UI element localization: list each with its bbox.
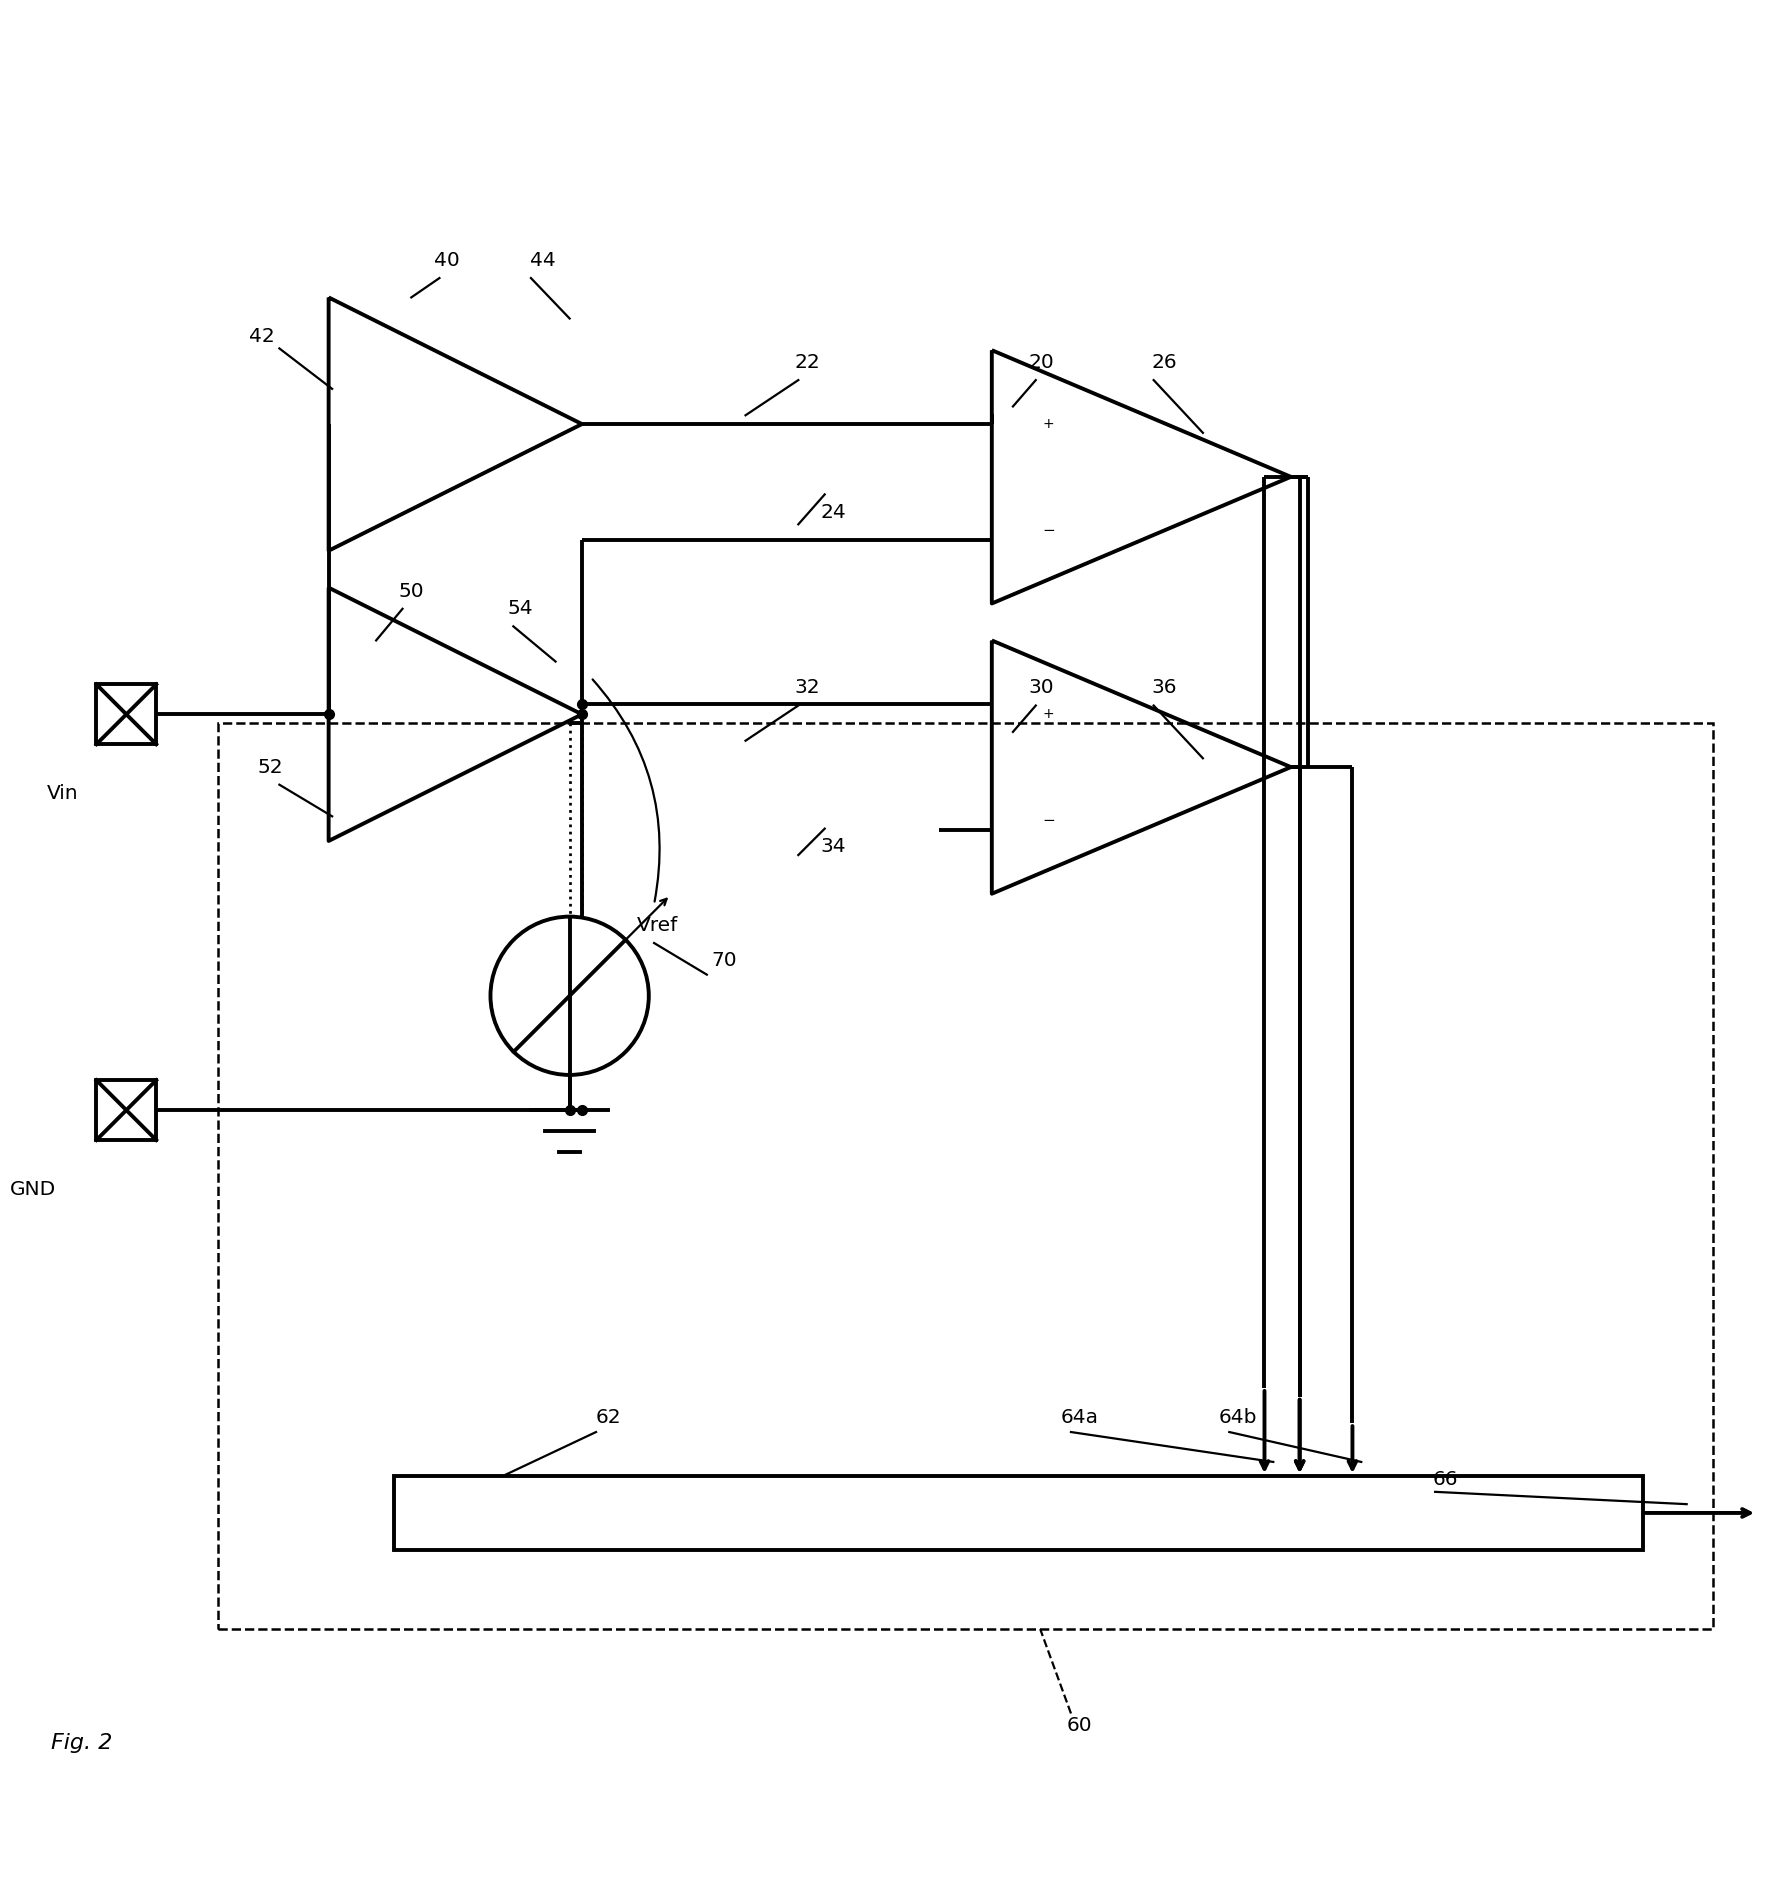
Text: 54: 54	[508, 600, 533, 619]
Text: 32: 32	[795, 679, 820, 698]
Text: 64b: 64b	[1220, 1409, 1257, 1428]
Text: 40: 40	[434, 251, 460, 270]
Text: +: +	[1043, 417, 1055, 430]
Text: 60: 60	[1067, 1716, 1092, 1735]
Text: Fig. 2: Fig. 2	[51, 1733, 112, 1754]
Text: 50: 50	[398, 581, 425, 600]
Text: 20: 20	[1028, 353, 1053, 372]
Text: GND: GND	[11, 1181, 57, 1199]
Bar	[96, 1081, 156, 1139]
Text: 22: 22	[795, 353, 820, 372]
Text: 66: 66	[1434, 1469, 1458, 1490]
Text: 36: 36	[1152, 679, 1177, 698]
Text: −: −	[1043, 813, 1055, 828]
Text: −: −	[1043, 522, 1055, 538]
Text: 62: 62	[595, 1409, 621, 1428]
Bar	[393, 1477, 1643, 1550]
Text: 44: 44	[531, 251, 556, 270]
Text: Vin: Vin	[48, 785, 80, 803]
Text: 24: 24	[821, 502, 846, 522]
Text: 52: 52	[258, 758, 283, 777]
Text: 34: 34	[821, 837, 846, 856]
Text: Vref: Vref	[637, 917, 678, 935]
Text: +: +	[1043, 707, 1055, 720]
Text: 26: 26	[1152, 353, 1177, 372]
Text: 70: 70	[712, 951, 738, 969]
Text: 42: 42	[250, 326, 274, 345]
Text: 64a: 64a	[1060, 1409, 1099, 1428]
Bar	[218, 722, 1713, 1630]
Text: 30: 30	[1028, 679, 1053, 698]
Bar	[96, 685, 156, 745]
